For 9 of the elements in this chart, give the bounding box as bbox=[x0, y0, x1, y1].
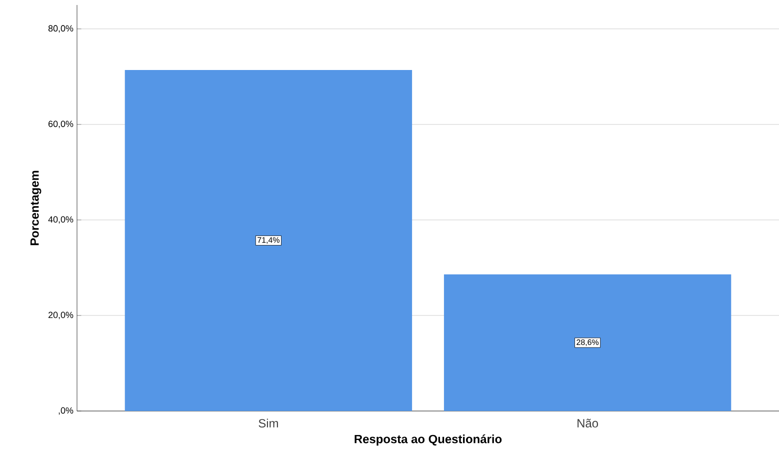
y-axis-title: Porcentagem bbox=[30, 170, 42, 246]
y-tick-label: 60,0% bbox=[48, 120, 74, 128]
x-tick-label: Não bbox=[578, 418, 598, 428]
x-axis-title: Resposta ao Questionário bbox=[354, 434, 502, 446]
y-tick-label: 40,0% bbox=[48, 216, 74, 224]
x-tick-label: Sim bbox=[258, 418, 278, 428]
y-tick-label: ,0% bbox=[58, 407, 74, 415]
y-tick-label: 80,0% bbox=[48, 25, 74, 33]
y-tick-label: 20,0% bbox=[48, 312, 74, 320]
